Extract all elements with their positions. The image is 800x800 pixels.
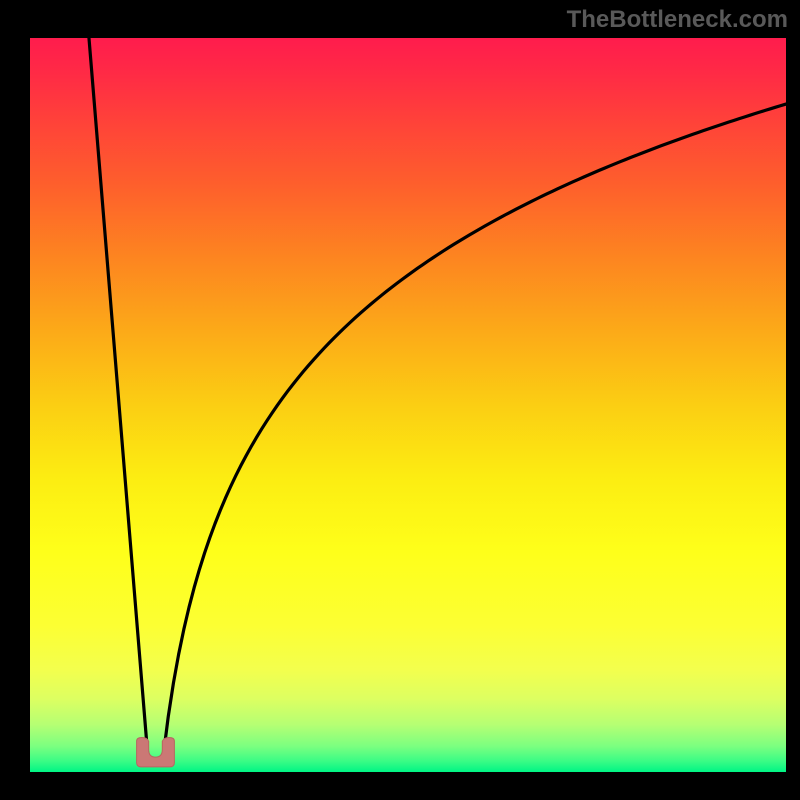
bottleneck-curve [89, 38, 786, 764]
curve-overlay [0, 0, 800, 800]
figure-container: TheBottleneck.com [0, 0, 800, 800]
watermark-text: TheBottleneck.com [567, 6, 788, 34]
bottleneck-marker [137, 738, 175, 767]
